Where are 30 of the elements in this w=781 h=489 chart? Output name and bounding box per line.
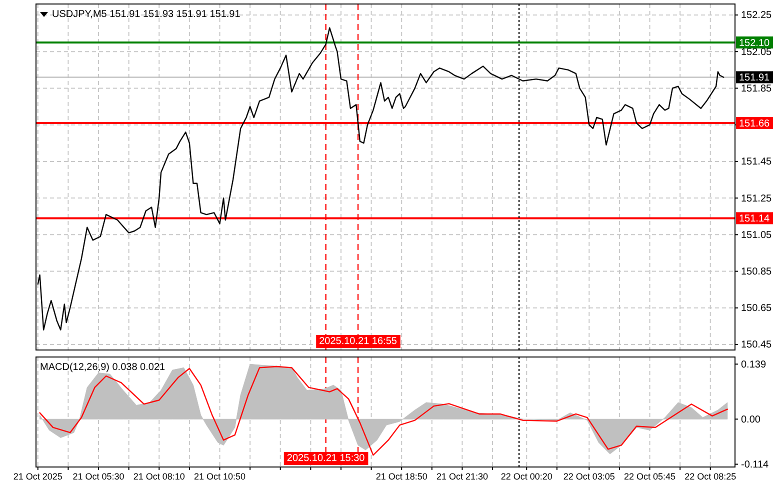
x-tick-label: 21 Oct 18:50 — [376, 471, 428, 482]
y-tick-label: 150.85 — [741, 266, 772, 278]
text: USDJPY,M5 151.91 151.93 151.91 151.91 — [52, 9, 241, 20]
x-tick-label: 22 Oct 00:20 — [500, 471, 552, 482]
y-tick-label: 0.139 — [741, 359, 766, 370]
y-tick-label: 151.25 — [741, 193, 772, 204]
text: MACD(12,26,9) 0.038 0.021 — [40, 362, 166, 373]
ref-line-label: 151.91 — [739, 72, 770, 84]
ref-line-label: 151.66 — [739, 118, 770, 130]
x-tick-label: 22 Oct 03:05 — [563, 471, 615, 482]
y-tick-label: 152.25 — [741, 10, 772, 22]
y-tick-label: 151.45 — [741, 156, 772, 168]
y-tick-label: 150.45 — [741, 340, 772, 351]
y-tick-label: 151.85 — [741, 83, 772, 94]
x-tick-label: 21 Oct 21:30 — [436, 471, 488, 482]
y-tick-label: 150.65 — [741, 303, 772, 314]
y-tick-label: -0.114 — [741, 459, 770, 470]
x-tick-label: 21 Oct 08:10 — [133, 471, 185, 482]
ref-line-label: 151.14 — [739, 214, 770, 225]
x-tick-label: 22 Oct 08:25 — [684, 471, 736, 482]
ref-line-label: 2025.10.21 16:55 — [319, 336, 398, 347]
ref-line-label: 152.10 — [739, 38, 770, 49]
y-tick-label: 152.05 — [741, 46, 772, 58]
y-tick-label: 0.00 — [741, 414, 761, 426]
x-tick-label: 22 Oct 05:45 — [624, 471, 676, 482]
y-tick-label: 151.05 — [741, 230, 772, 241]
x-tick-label: 21 Oct 2025 — [13, 471, 62, 482]
x-tick-label: 21 Oct 05:30 — [72, 471, 124, 482]
x-tick-label: 21 Oct 10:50 — [194, 471, 246, 482]
ref-line-label: 2025.10.21 15:30 — [286, 453, 366, 464]
